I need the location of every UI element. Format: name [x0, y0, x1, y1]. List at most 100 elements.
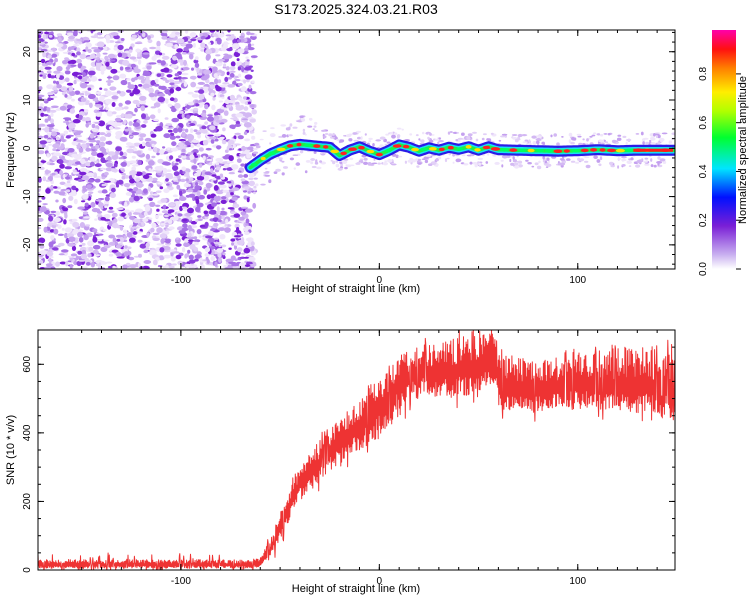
noise-blob: [78, 237, 84, 243]
signal-haze: [501, 133, 508, 136]
signal-haze: [422, 131, 425, 135]
noise-blob: [184, 128, 189, 133]
noise-blob: [112, 237, 117, 244]
noise-blob: [201, 125, 207, 130]
noise-blob: [72, 119, 81, 124]
noise-blob: [189, 75, 197, 80]
noise-blob: [92, 244, 101, 250]
noise-blob: [233, 135, 237, 140]
noise-blob: [226, 71, 230, 76]
noise-blob: [99, 132, 106, 136]
noise-blob: [128, 160, 137, 164]
noise-blob: [64, 166, 73, 170]
noise-blob: [212, 69, 218, 74]
noise-blob: [248, 180, 255, 187]
signal-haze: [586, 138, 589, 142]
noise-blob: [163, 214, 170, 218]
signal-haze: [455, 139, 459, 142]
noise-blob: [193, 113, 199, 116]
noise-blob: [160, 198, 168, 203]
noise-blob: [105, 34, 111, 40]
noise-blob: [71, 218, 78, 222]
noise-blob: [181, 131, 186, 137]
noise-blob: [189, 123, 196, 126]
noise-blob: [181, 227, 189, 232]
noise-blob: [194, 258, 199, 262]
noise-blob: [209, 84, 214, 89]
noise-blob: [139, 95, 147, 101]
noise-blob: [64, 94, 68, 98]
signal-haze: [475, 138, 479, 142]
signal-haze: [577, 135, 582, 138]
noise-blob: [106, 38, 111, 44]
noise-blob: [55, 211, 61, 216]
noise-blob: [207, 237, 215, 244]
noise-blob: [216, 248, 224, 253]
noise-blob: [248, 172, 255, 179]
noise-blob: [218, 184, 227, 189]
noise-blob: [197, 194, 205, 200]
noise-blob: [236, 39, 242, 43]
signal-haze: [621, 155, 627, 159]
signal-haze: [273, 171, 278, 175]
signal-hotspot: [323, 145, 329, 149]
signal-haze: [481, 137, 485, 141]
noise-blob: [85, 75, 89, 79]
noise-blob: [222, 82, 230, 85]
noise-blob: [45, 30, 53, 33]
signal-haze: [486, 138, 490, 141]
noise-blob: [130, 210, 135, 213]
signal-haze: [538, 160, 541, 164]
noise-blob: [188, 193, 196, 198]
signal-haze: [546, 157, 550, 161]
signal-haze: [591, 134, 596, 137]
noise-blob: [199, 257, 203, 262]
signal-haze: [305, 160, 311, 163]
noise-blob: [147, 39, 153, 44]
signal-haze: [339, 139, 344, 143]
noise-blob: [92, 228, 98, 233]
noise-blob: [96, 36, 105, 39]
noise-blob: [187, 232, 192, 237]
noise-blob: [165, 99, 169, 104]
noise-blob: [65, 189, 71, 193]
noise-blob: [236, 247, 243, 253]
signal-haze: [423, 156, 429, 160]
noise-blob: [87, 179, 94, 183]
signal-haze: [319, 160, 323, 163]
noise-blob: [222, 155, 230, 160]
signal-haze: [321, 129, 326, 132]
noise-blob: [243, 66, 252, 71]
signal-haze: [289, 157, 294, 161]
signal-haze: [264, 174, 271, 177]
noise-blob: [46, 61, 53, 66]
signal-hotspot: [500, 148, 509, 152]
noise-blob: [229, 94, 235, 101]
noise-blob: [233, 213, 241, 218]
noise-blob: [67, 60, 75, 65]
signal-haze: [396, 127, 402, 130]
noise-blob: [121, 175, 126, 180]
noise-blob: [103, 180, 111, 183]
noise-blob: [156, 40, 161, 47]
noise-blob: [133, 195, 140, 202]
noise-blob: [167, 79, 175, 83]
noise-blob: [243, 122, 252, 128]
signal-haze: [260, 183, 266, 186]
noise-blob: [180, 61, 184, 66]
noise-blob: [164, 238, 171, 241]
noise-blob: [117, 179, 124, 185]
noise-blob: [209, 30, 216, 33]
noise-blob: [145, 88, 151, 91]
noise-blob: [113, 218, 118, 223]
noise-blob: [85, 100, 90, 104]
noise-blob: [129, 92, 134, 97]
noise-blob: [223, 110, 229, 116]
noise-blob: [143, 260, 152, 264]
noise-blob: [165, 123, 173, 126]
noise-blob: [102, 52, 108, 55]
signal-haze: [609, 161, 614, 165]
noise-blob: [73, 198, 78, 205]
signal-haze: [553, 133, 557, 137]
noise-blob: [176, 38, 185, 44]
